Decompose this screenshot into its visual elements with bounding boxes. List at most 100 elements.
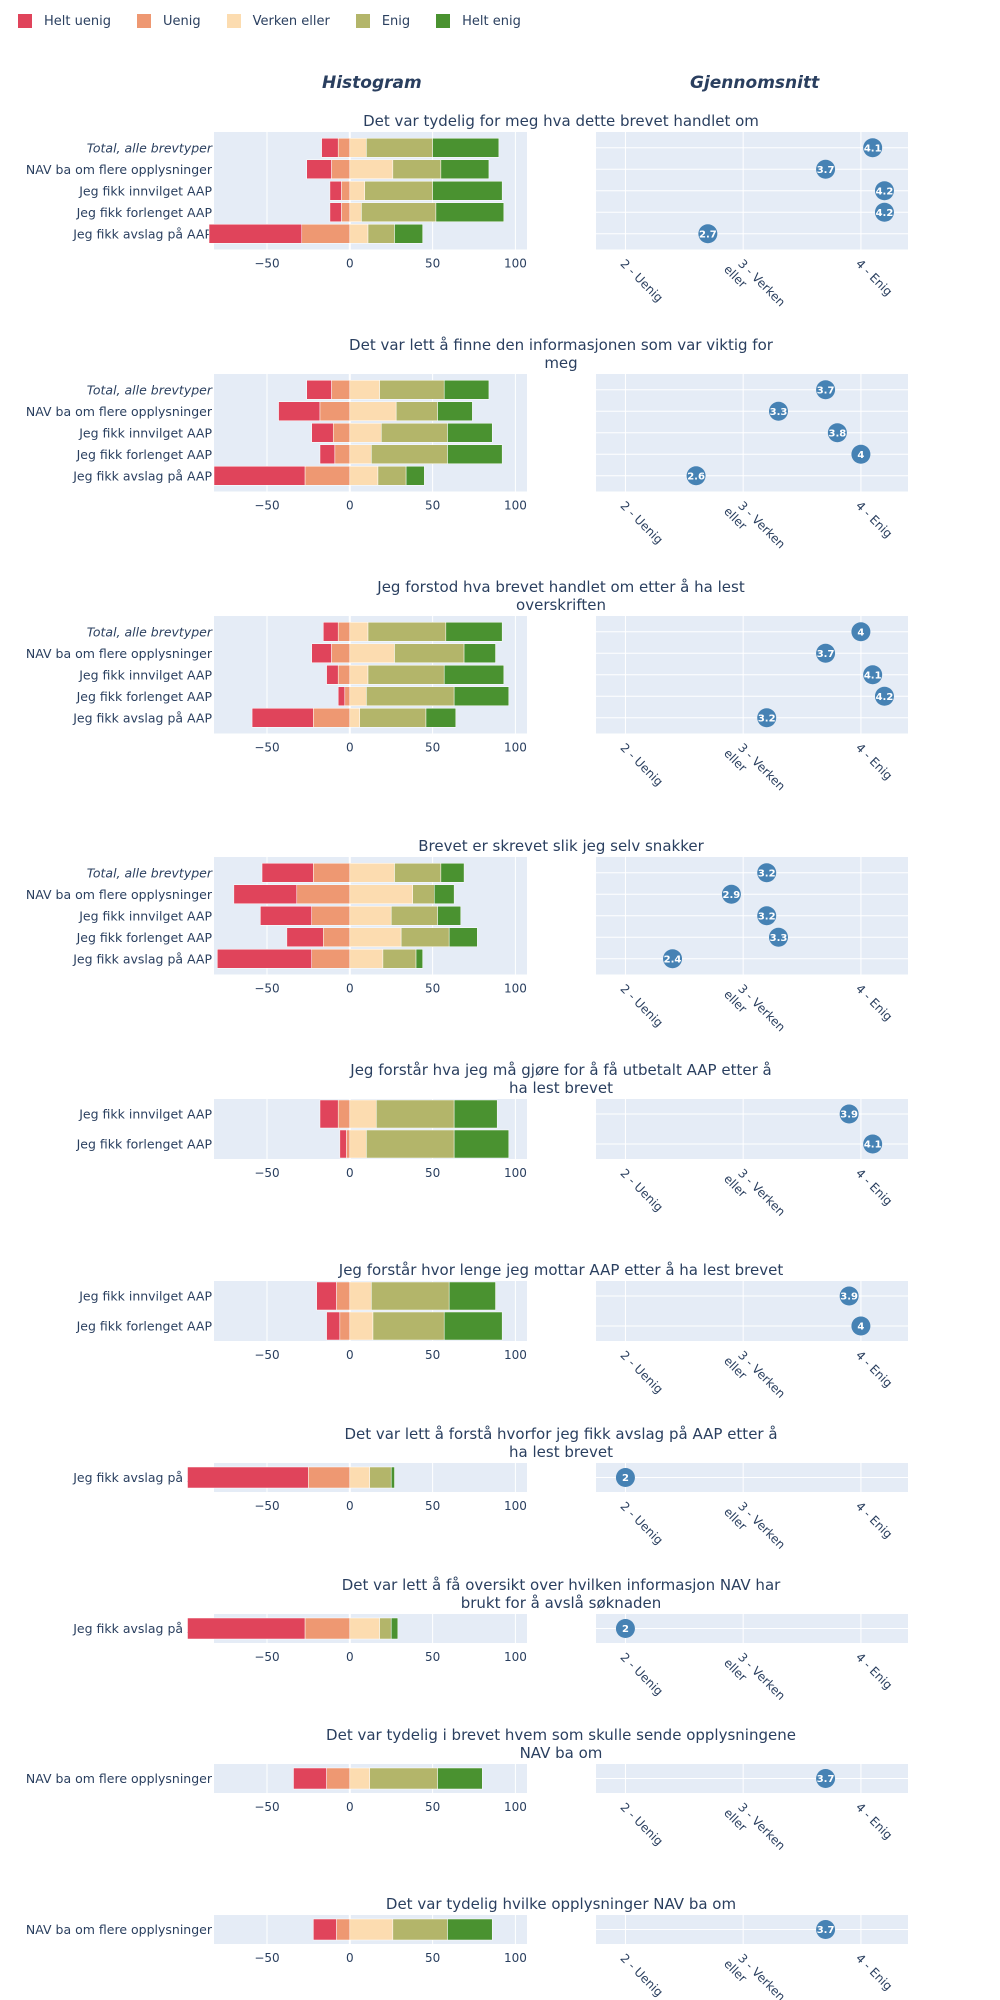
- histogram-bar: [453, 1129, 510, 1159]
- average-tick-label-line: 4 - Enig: [853, 1951, 895, 1993]
- legend-item[interactable]: Helt uenig: [18, 14, 111, 29]
- histogram-bar: [349, 708, 360, 728]
- histogram-tick-label: 0: [346, 257, 354, 271]
- average-value-label: 3.7: [817, 649, 835, 660]
- histogram-tick-label: 50: [425, 741, 440, 755]
- average-column-title: Gjennomsnitt: [690, 73, 820, 93]
- histogram-bar: [435, 202, 505, 222]
- histogram-tick-label: −50: [254, 741, 279, 755]
- average-marker: [816, 1920, 836, 1939]
- histogram-bar: [339, 1129, 347, 1159]
- legend-item[interactable]: Uenig: [136, 13, 201, 29]
- average-value-label: 3.2: [758, 713, 776, 724]
- histogram-bar: [366, 138, 433, 158]
- chart-title: Det var lett å finne den informasjonen s…: [349, 336, 774, 354]
- average-tick-label: 2 - Uenig: [617, 1800, 665, 1848]
- histogram-bar: [379, 380, 445, 400]
- average-tick-label-line: 4 - Enig: [853, 1650, 895, 1692]
- average-tick-label-line: 2 - Uenig: [617, 1800, 665, 1848]
- histogram-bar: [286, 927, 324, 947]
- average-marker: [698, 224, 718, 244]
- histogram-tick-label: 100: [504, 1166, 527, 1180]
- histogram-bar: [412, 884, 435, 904]
- histogram-bar: [349, 643, 395, 663]
- histogram-bar: [313, 1918, 337, 1941]
- histogram-bar: [349, 466, 379, 486]
- histogram-bar: [341, 181, 351, 201]
- histogram-tick-label: 100: [504, 1348, 527, 1362]
- row-label: Total, alle brevtyper: [87, 865, 213, 880]
- average-marker: [615, 1619, 635, 1638]
- average-tick-label-line: 2 - Uenig: [617, 1650, 665, 1698]
- histogram-bar: [349, 202, 362, 222]
- histogram-bar: [323, 927, 351, 947]
- histogram-bar: [366, 686, 455, 706]
- histogram-tick-label: 50: [425, 982, 440, 996]
- chart-panel: Jeg forstod hva brevet handlet om etter …: [26, 578, 908, 793]
- row-label: Jeg fikk innvilget AAP: [78, 1107, 212, 1122]
- histogram-bar: [319, 1099, 339, 1129]
- average-tick-label-line: 4 - Enig: [853, 1800, 895, 1842]
- histogram-bar: [349, 665, 369, 685]
- histogram-column-title: Histogram: [322, 73, 422, 93]
- histogram-bar: [349, 423, 382, 443]
- histogram-bar: [329, 202, 342, 222]
- average-tick-label: 3 - Verkeneller: [721, 1344, 788, 1411]
- average-tick-label: 4 - Enig: [853, 982, 895, 1024]
- average-tick-label: 3 - Verkeneller: [721, 494, 788, 561]
- histogram-bar: [440, 159, 490, 179]
- chart-title: ha lest brevet: [509, 1443, 613, 1461]
- histogram-bar: [339, 1311, 351, 1341]
- histogram-tick-label: 0: [346, 982, 354, 996]
- legend-label: Enig: [381, 13, 411, 29]
- histogram-bar: [321, 138, 339, 158]
- average-tick-label: 4 - Enig: [853, 1800, 895, 1842]
- legend-item[interactable]: Helt enig: [436, 14, 521, 29]
- average-value-label: 3.9: [840, 1110, 858, 1121]
- histogram-bar: [251, 708, 314, 728]
- histogram-bar: [278, 401, 321, 421]
- row-label: NAV ba om flere opplysninger: [26, 404, 213, 419]
- histogram-bar: [301, 224, 351, 244]
- histogram-bar: [304, 466, 351, 486]
- histogram-tick-label: 0: [346, 741, 354, 755]
- histogram-bar: [379, 1617, 392, 1640]
- histogram-bar: [349, 927, 402, 947]
- chart-title: Det var tydelig hvilke opplysninger NAV …: [386, 1895, 736, 1913]
- histogram-bar: [372, 1311, 445, 1341]
- row-label: Jeg fikk avslag på AAP: [72, 226, 212, 241]
- legend-item[interactable]: Verken eller: [226, 14, 330, 29]
- histogram-bar: [233, 884, 298, 904]
- average-tick-label: 2 - Uenig: [617, 1499, 665, 1547]
- histogram-bar: [349, 181, 365, 201]
- histogram-bar: [445, 622, 503, 642]
- legend-item[interactable]: Enig: [355, 13, 411, 29]
- average-tick-label: 4 - Enig: [853, 499, 895, 541]
- average-value-label: 4.2: [876, 186, 894, 197]
- histogram-tick-label: −50: [254, 1650, 279, 1664]
- histogram-tick-label: 100: [504, 1800, 527, 1814]
- histogram-bar: [390, 906, 438, 926]
- row-label: Jeg fikk forlenget AAP: [76, 1137, 213, 1152]
- chart-title: Jeg forstod hva brevet handlet om etter …: [376, 578, 745, 596]
- average-marker: [768, 927, 788, 947]
- average-value-label: 3.7: [817, 385, 835, 396]
- average-tick-label: 3 - Verkeneller: [721, 1947, 788, 2000]
- histogram-bar: [390, 1617, 399, 1640]
- average-value-label: 3.7: [817, 1774, 835, 1785]
- average-marker: [863, 138, 883, 158]
- histogram-bar: [349, 1129, 367, 1159]
- histogram-bar: [261, 863, 314, 883]
- histogram-tick-label: 50: [425, 257, 440, 271]
- average-tick-label: 4 - Enig: [853, 1499, 895, 1541]
- row-label: Jeg fikk forlenget AAP: [76, 689, 213, 704]
- average-tick-label: 3 - Verkeneller: [721, 1796, 788, 1863]
- histogram-bar: [390, 1466, 395, 1489]
- chart-panel: Det var tydelig for meg hva dette brevet…: [26, 112, 908, 309]
- histogram-bar: [349, 906, 392, 926]
- histogram-bar: [400, 927, 450, 947]
- histogram-tick-label: 0: [346, 1650, 354, 1664]
- histogram-tick-label: −50: [254, 1800, 279, 1814]
- chart-title: ha lest brevet: [509, 1079, 613, 1097]
- legend-label: Uenig: [162, 13, 201, 29]
